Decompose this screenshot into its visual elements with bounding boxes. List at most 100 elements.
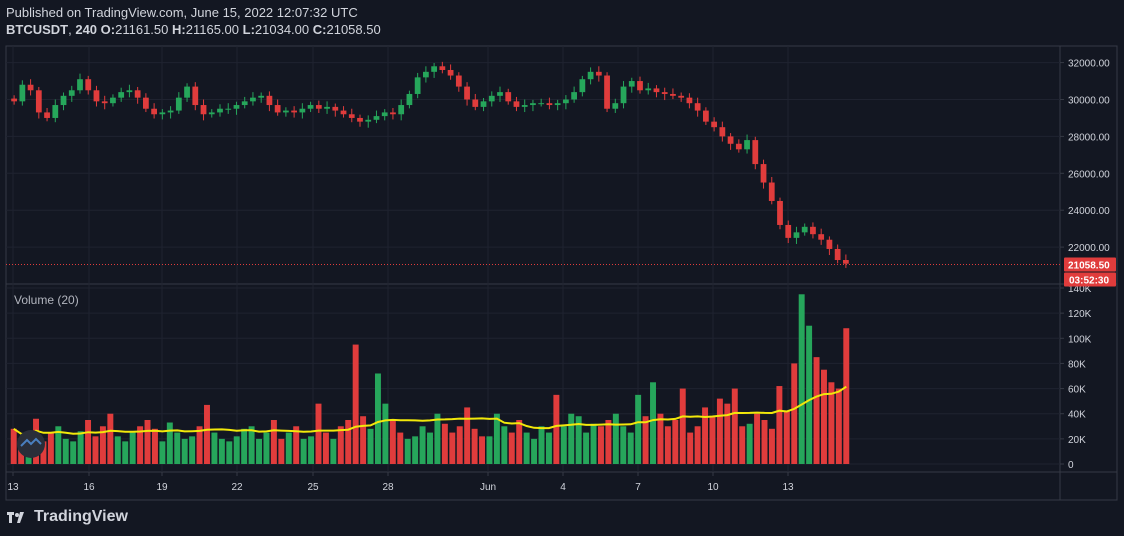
low-value: 21034.00 bbox=[254, 22, 310, 37]
volume-bar bbox=[583, 432, 590, 464]
close-label: C: bbox=[312, 22, 327, 37]
volume-bar bbox=[635, 394, 642, 464]
candle-body bbox=[431, 66, 437, 72]
candle-body bbox=[159, 112, 166, 115]
volume-bar bbox=[40, 441, 47, 464]
volume-bar bbox=[508, 432, 515, 464]
candle-body bbox=[390, 112, 396, 115]
volume-bar bbox=[92, 436, 99, 464]
interval-label: 240 bbox=[75, 22, 98, 37]
candle-body bbox=[27, 84, 34, 91]
volume-bar bbox=[107, 413, 114, 464]
volume-bar bbox=[739, 426, 746, 464]
volume-bar bbox=[10, 428, 17, 464]
candle-body bbox=[217, 108, 223, 113]
candle-body bbox=[200, 105, 207, 115]
candle-body bbox=[554, 103, 561, 106]
volume-bar bbox=[345, 420, 352, 464]
candle-body bbox=[472, 99, 479, 107]
volume-bar bbox=[456, 426, 463, 464]
candle-body bbox=[530, 103, 536, 106]
volume-bar bbox=[776, 386, 783, 464]
candle-body bbox=[752, 140, 759, 165]
volume-bar bbox=[627, 432, 634, 464]
volume-bar bbox=[352, 344, 359, 464]
candle-body bbox=[727, 136, 734, 144]
candle-body bbox=[315, 105, 322, 109]
last-price-label: 21058.50 bbox=[1068, 260, 1110, 271]
candle-body bbox=[324, 106, 330, 109]
high-label: H: bbox=[172, 22, 186, 37]
candle-body bbox=[777, 200, 783, 225]
volume-bar bbox=[798, 294, 805, 464]
candle-body bbox=[620, 86, 627, 104]
volume-bar bbox=[568, 413, 575, 464]
volume-bar bbox=[99, 426, 106, 464]
volume-bar bbox=[151, 428, 158, 464]
volume-bar bbox=[241, 428, 248, 464]
candle-body bbox=[488, 95, 495, 102]
volume-bar bbox=[204, 404, 210, 464]
candle-body bbox=[406, 93, 413, 106]
open-value: 21161.50 bbox=[115, 22, 169, 37]
countdown-label: 03:52:30 bbox=[1069, 275, 1109, 286]
price-tick-label: 24000.00 bbox=[1068, 206, 1110, 217]
volume-bar bbox=[55, 426, 62, 464]
volume-bar bbox=[612, 413, 619, 464]
volume-bar bbox=[657, 413, 664, 464]
volume-bar bbox=[709, 416, 716, 464]
price-tick-label: 30000.00 bbox=[1068, 96, 1110, 107]
price-tick-label: 28000.00 bbox=[1068, 132, 1110, 143]
volume-bar bbox=[694, 426, 701, 464]
candle-body bbox=[521, 105, 528, 107]
volume-tick-label: 120K bbox=[1068, 309, 1092, 320]
volume-bar bbox=[464, 407, 471, 464]
candle-body bbox=[143, 97, 149, 109]
volume-bar bbox=[598, 426, 604, 464]
volume-bar bbox=[605, 420, 612, 464]
volume-bar bbox=[590, 423, 597, 464]
volume-bar bbox=[412, 436, 419, 464]
volume-bar bbox=[501, 426, 508, 464]
candle-body bbox=[44, 112, 50, 118]
candle-body bbox=[250, 97, 256, 102]
volume-bar bbox=[828, 382, 835, 464]
candle-body bbox=[340, 110, 347, 115]
tradingview-footer: TradingView bbox=[6, 508, 128, 526]
candle-body bbox=[85, 79, 92, 91]
close-value: 21058.50 bbox=[326, 22, 381, 37]
time-tick-label: 25 bbox=[307, 482, 319, 493]
volume-bar bbox=[538, 426, 545, 464]
candle-body bbox=[175, 97, 182, 111]
candle-body bbox=[77, 79, 83, 91]
volume-bar bbox=[441, 423, 448, 464]
candle-body bbox=[579, 79, 586, 93]
candle-body bbox=[801, 226, 808, 233]
candle-body bbox=[455, 75, 462, 87]
candle-body bbox=[348, 114, 355, 118]
candle-body bbox=[299, 108, 306, 113]
volume-bar bbox=[843, 328, 850, 464]
volume-bar bbox=[300, 438, 307, 464]
candle-body bbox=[810, 226, 816, 235]
candle-body bbox=[563, 99, 569, 104]
volume-bar bbox=[233, 436, 240, 464]
candle-body bbox=[744, 140, 750, 150]
volume-bar bbox=[672, 420, 679, 464]
candle-body bbox=[167, 110, 174, 113]
candle-body bbox=[307, 105, 314, 109]
candle-body bbox=[332, 106, 339, 111]
volume-bar bbox=[360, 416, 367, 464]
volume-bar bbox=[62, 438, 69, 464]
volume-bar bbox=[70, 441, 77, 464]
candle-body bbox=[126, 90, 133, 93]
volume-bar bbox=[754, 413, 761, 464]
candle-body bbox=[571, 92, 577, 100]
chart-frame bbox=[5, 45, 1118, 501]
volume-bar bbox=[664, 426, 671, 464]
candle-body bbox=[283, 110, 289, 113]
candle-body bbox=[719, 127, 726, 137]
volume-bar bbox=[367, 428, 374, 464]
symbol-label: BTCUSDT bbox=[6, 22, 69, 37]
